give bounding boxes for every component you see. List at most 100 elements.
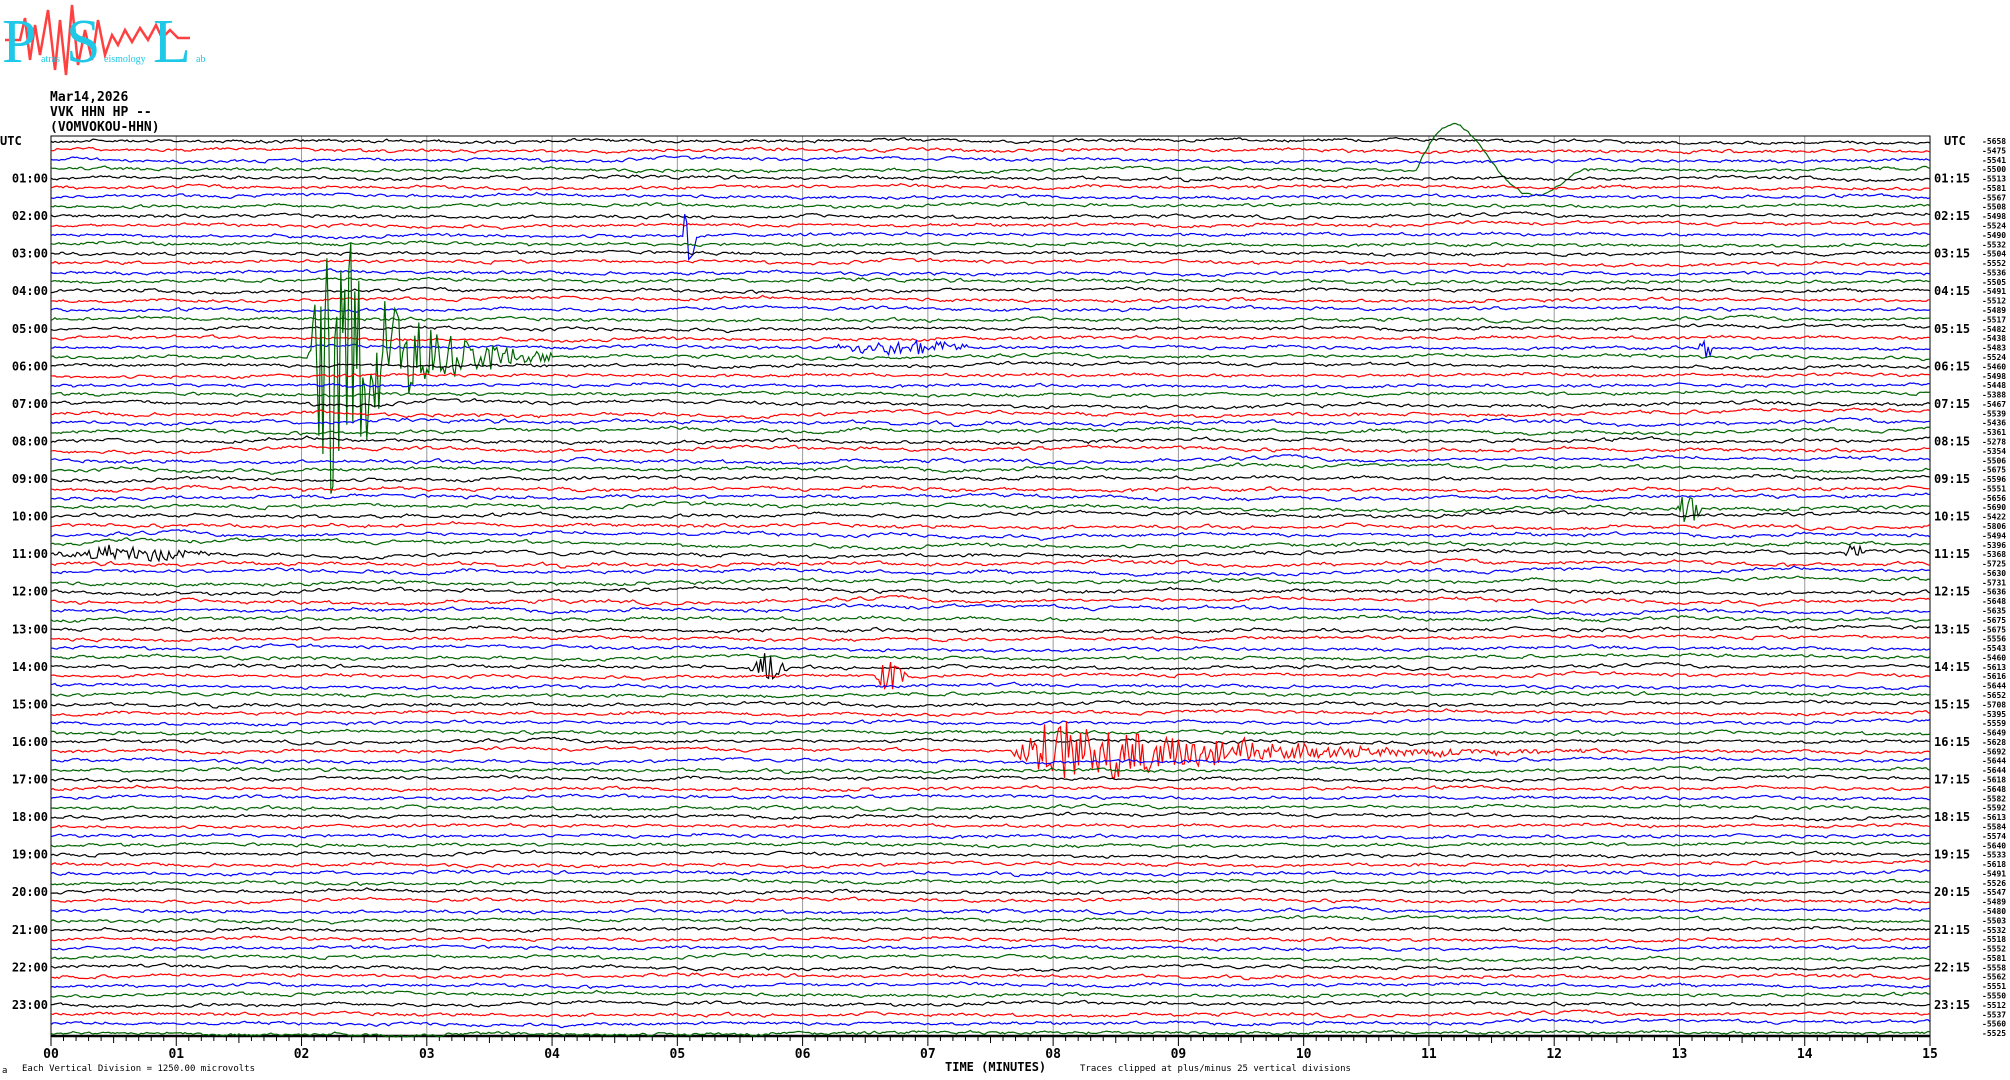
trace-row-28 (50, 397, 1931, 410)
trace-offset-label: -5558 (1982, 963, 2006, 972)
trace-offset-label: -5396 (1982, 541, 2006, 550)
trace-offset-label: -5652 (1982, 691, 2006, 700)
trace-row-9 (50, 219, 1931, 230)
trace-offset-label: -5483 (1982, 344, 2006, 353)
trace-row-57 (50, 662, 1931, 691)
trace-offset-label: -5524 (1982, 353, 2006, 362)
right-hour-label: 12:15 (1934, 585, 1970, 599)
trace-row-66 (50, 755, 1931, 766)
trace-offset-label: -5581 (1982, 184, 2006, 193)
trace-offset-label: -5630 (1982, 569, 2006, 578)
logo-letter-l: L (153, 8, 191, 76)
trace-offset-label: -5422 (1982, 513, 2006, 522)
x-tick-label: 11 (1421, 1047, 1437, 1062)
trace-offset-label: -5537 (1982, 1010, 2006, 1019)
trace-offset-label: -5581 (1982, 954, 2006, 963)
trace-row-51 (50, 614, 1931, 623)
trace-offset-label: -5690 (1982, 503, 2006, 512)
trace-offset-label: -5532 (1982, 926, 2006, 935)
logo-letter-s: S (66, 8, 100, 76)
trace-row-64 (50, 736, 1931, 747)
right-hour-label: 20:15 (1934, 885, 1970, 899)
trace-row-31 (50, 425, 1931, 436)
trace-row-32 (50, 435, 1931, 446)
x-tick-label: 00 (43, 1047, 59, 1062)
left-hour-label: 17:00 (12, 773, 48, 787)
trace-offset-label: -5460 (1982, 362, 2006, 371)
trace-row-19 (50, 314, 1931, 324)
trace-row-29 (50, 407, 1931, 420)
trace-row-23 (50, 242, 1931, 494)
trace-row-43 (50, 537, 1931, 551)
trace-offset-label: -5648 (1982, 597, 2006, 606)
trace-row-68 (51, 774, 1930, 783)
date-label: Mar14,2026 (50, 90, 129, 105)
left-hour-label: 13:00 (12, 622, 48, 636)
right-hour-label: 14:15 (1934, 660, 1970, 674)
trace-offset-label: -5278 (1982, 437, 2006, 446)
trace-offset-label: -5354 (1982, 447, 2006, 456)
left-hour-label: 14:00 (12, 660, 48, 674)
left-hour-label: 19:00 (12, 848, 48, 862)
x-tick-label: 13 (1672, 1047, 1688, 1062)
trace-offset-label: -5541 (1982, 156, 2006, 165)
trace-row-91 (50, 989, 1930, 999)
trace-row-50 (50, 603, 1931, 616)
trace-row-56 (50, 653, 1931, 680)
trace-offset-label: -5448 (1982, 381, 2006, 390)
x-tick-label: 03 (419, 1047, 435, 1062)
trace-row-61 (50, 708, 1931, 717)
trace-offset-label: -5489 (1982, 306, 2006, 315)
right-hour-label: 21:15 (1934, 923, 1970, 937)
trace-offset-label: -5618 (1982, 860, 2006, 869)
trace-row-39 (50, 496, 1931, 522)
trace-offset-label: -5656 (1982, 494, 2006, 503)
trace-row-49 (50, 594, 1931, 607)
trace-offset-label: -5513 (1982, 175, 2006, 184)
trace-offset-label: -5500 (1982, 165, 2006, 174)
trace-offset-label: -5368 (1982, 550, 2006, 559)
trace-row-1 (50, 146, 1931, 155)
trace-row-2 (50, 154, 1931, 165)
trace-offset-label: -5552 (1982, 259, 2006, 268)
trace-offset-label: -5512 (1982, 297, 2006, 306)
trace-offset-label: -5508 (1982, 203, 2006, 212)
right-hour-label: 16:15 (1934, 735, 1970, 749)
left-hour-label: 02:00 (12, 209, 48, 223)
trace-offset-label: -5806 (1982, 522, 2006, 531)
trace-offset-label: -5503 (1982, 916, 2006, 925)
trace-row-58 (50, 681, 1931, 691)
trace-offset-label: -5491 (1982, 869, 2006, 878)
right-hour-label: 11:15 (1934, 547, 1970, 561)
trace-row-44 (50, 544, 1931, 563)
trace-offset-label: -5584 (1982, 822, 2006, 831)
trace-row-8 (50, 211, 1931, 221)
trace-row-5 (50, 183, 1930, 191)
trace-row-46 (50, 565, 1930, 577)
trace-row-69 (50, 784, 1931, 793)
trace-row-48 (50, 585, 1931, 597)
left-hour-label: 06:00 (12, 359, 48, 373)
trace-row-12 (50, 249, 1931, 258)
right-hour-label: 02:15 (1934, 209, 1970, 223)
trace-row-84 (50, 925, 1931, 934)
trace-offset-label: -5532 (1982, 240, 2006, 249)
trace-row-80 (50, 887, 1931, 896)
trace-row-40 (50, 509, 1931, 519)
trace-offset-label: -5574 (1982, 832, 2006, 841)
trace-row-37 (50, 484, 1931, 494)
trace-row-95 (50, 1029, 1931, 1038)
logo-letter-p: P (2, 8, 36, 76)
trace-row-10 (50, 214, 1930, 261)
x-tick-label: 07 (920, 1047, 936, 1062)
trace-row-11 (50, 240, 1930, 248)
trace-offset-label: -5524 (1982, 222, 2006, 231)
trace-row-75 (50, 840, 1931, 849)
trace-offset-label: -5644 (1982, 682, 2006, 691)
x-tick-label: 10 (1296, 1047, 1312, 1062)
trace-offset-label: -5658 (1982, 137, 2006, 146)
trace-row-74 (50, 832, 1931, 840)
trace-offset-label: -5547 (1982, 888, 2006, 897)
left-hour-label: 18:00 (12, 810, 48, 824)
